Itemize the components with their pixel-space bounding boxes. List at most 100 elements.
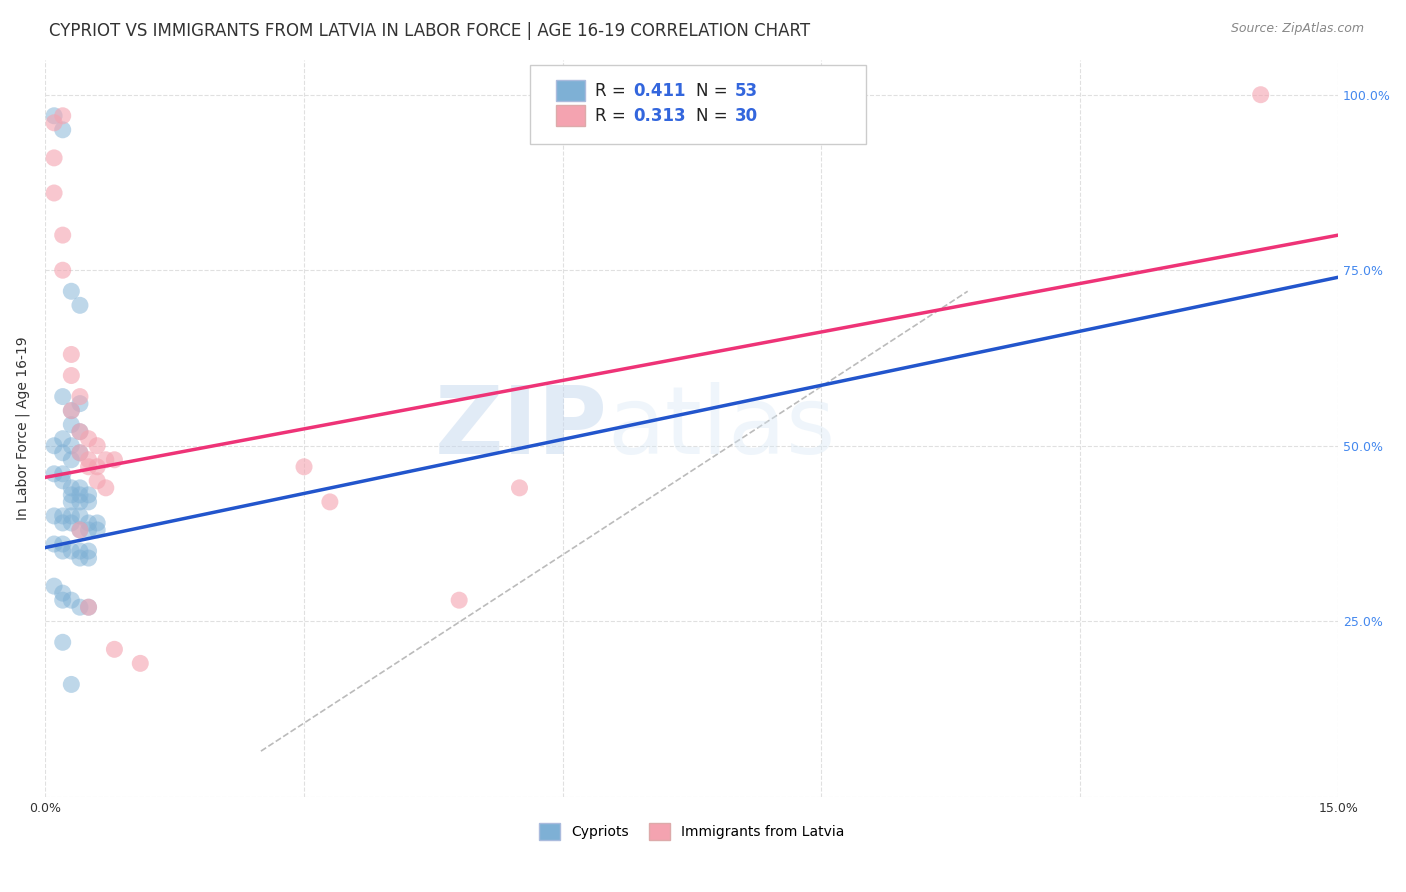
Point [69,508,91,523]
Text: 0.411: 0.411 [634,81,686,100]
Point [42,579,65,593]
Point [60,481,83,495]
Point [52,586,75,600]
Point [60,488,83,502]
FancyBboxPatch shape [557,105,585,126]
Point [69,523,91,537]
Text: 0.313: 0.313 [634,107,686,125]
Point [77,523,100,537]
Point [60,403,83,417]
Point [69,446,91,460]
Text: 30: 30 [734,107,758,125]
Point [52,516,75,530]
Point [52,109,75,123]
Point [42,508,65,523]
Point [86,516,108,530]
Point [319,495,342,509]
Point [69,298,91,312]
Point [60,439,83,453]
Point [42,109,65,123]
Point [69,390,91,404]
Point [77,488,100,502]
Point [292,459,315,474]
Point [86,523,108,537]
Point [69,523,91,537]
Point [77,516,100,530]
Point [52,593,75,607]
Point [1250,87,1272,102]
Point [69,425,91,439]
Text: atlas: atlas [607,382,837,475]
Point [52,228,75,243]
Point [60,593,83,607]
Point [103,452,125,467]
Point [52,123,75,137]
Point [508,481,530,495]
FancyBboxPatch shape [557,80,585,101]
Point [77,544,100,558]
Point [86,439,108,453]
Point [52,635,75,649]
Point [42,116,65,130]
Point [60,417,83,432]
Point [77,600,100,615]
Point [77,600,100,615]
Point [69,446,91,460]
Point [52,537,75,551]
Point [42,439,65,453]
Point [103,642,125,657]
Point [60,452,83,467]
Point [42,537,65,551]
Point [77,432,100,446]
Text: R =: R = [595,107,631,125]
Point [60,368,83,383]
Point [69,551,91,566]
Text: Source: ZipAtlas.com: Source: ZipAtlas.com [1230,22,1364,36]
FancyBboxPatch shape [530,65,866,145]
Point [60,285,83,299]
Point [60,347,83,361]
Text: N =: N = [696,107,733,125]
Point [52,544,75,558]
Point [60,516,83,530]
Point [77,459,100,474]
Y-axis label: In Labor Force | Age 16-19: In Labor Force | Age 16-19 [15,336,30,520]
Point [42,467,65,481]
Point [42,186,65,200]
Point [77,452,100,467]
Point [86,474,108,488]
Point [86,459,108,474]
Point [52,432,75,446]
Legend: Cypriots, Immigrants from Latvia: Cypriots, Immigrants from Latvia [533,817,851,845]
Point [52,390,75,404]
Point [129,657,152,671]
Point [52,263,75,277]
Text: N =: N = [696,81,733,100]
Point [94,481,117,495]
Point [69,425,91,439]
Point [60,403,83,417]
Point [69,495,91,509]
Point [77,551,100,566]
Point [52,474,75,488]
Point [52,508,75,523]
Point [60,508,83,523]
Point [69,481,91,495]
Point [449,593,471,607]
Point [42,151,65,165]
Point [94,452,117,467]
Point [60,677,83,691]
Text: 53: 53 [734,81,758,100]
Point [69,600,91,615]
Text: ZIP: ZIP [434,382,607,475]
Point [69,544,91,558]
Point [69,396,91,410]
Text: CYPRIOT VS IMMIGRANTS FROM LATVIA IN LABOR FORCE | AGE 16-19 CORRELATION CHART: CYPRIOT VS IMMIGRANTS FROM LATVIA IN LAB… [49,22,810,40]
Point [60,544,83,558]
Point [69,488,91,502]
Point [60,495,83,509]
Point [52,467,75,481]
Point [77,495,100,509]
Text: R =: R = [595,81,631,100]
Point [52,446,75,460]
